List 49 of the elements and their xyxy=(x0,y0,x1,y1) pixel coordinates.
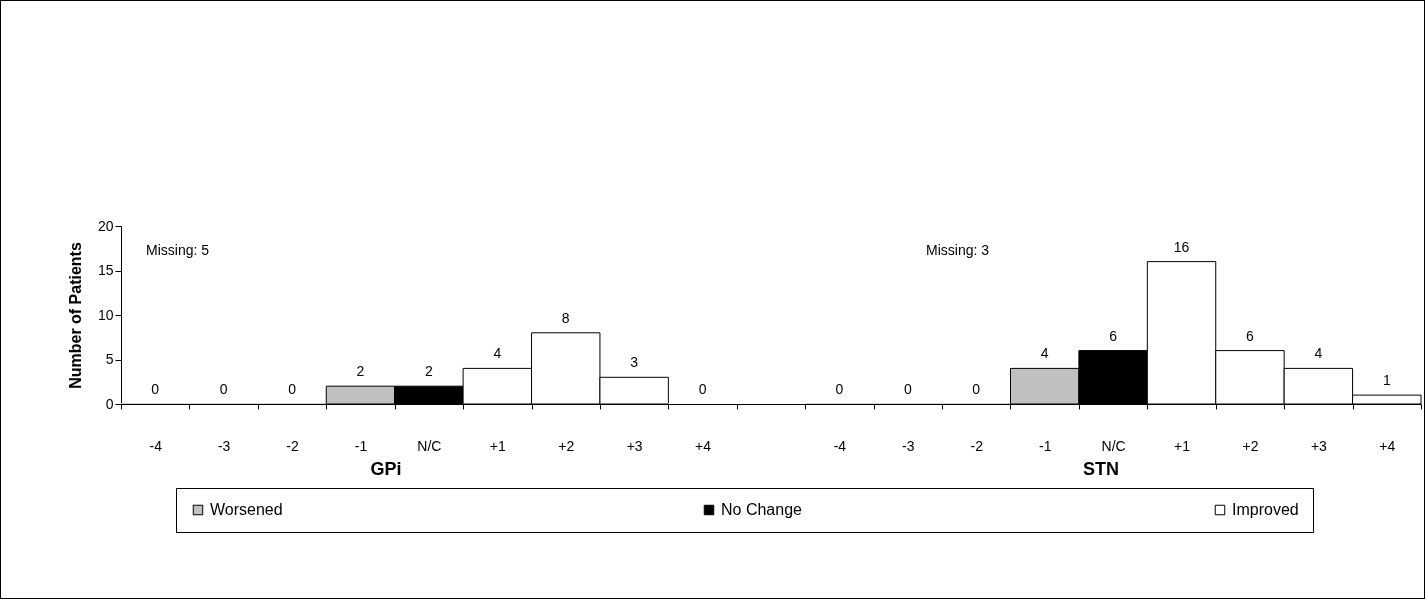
data-label: 0 xyxy=(972,381,981,397)
annotation: Missing: 3 xyxy=(926,242,990,258)
y-tick-label: 5 xyxy=(105,351,114,367)
legend-label: No Change xyxy=(721,501,803,518)
y-tick-label: 10 xyxy=(97,306,114,323)
data-label: 8 xyxy=(561,309,570,326)
text: GPi xyxy=(370,459,402,479)
data-label: 2 xyxy=(425,363,433,380)
data-label: 0 xyxy=(219,381,228,397)
x-tick-label: N/C xyxy=(417,437,442,454)
x-tick-label: +3 xyxy=(626,437,643,454)
text: STN xyxy=(1083,459,1119,479)
x-tick-label: +4 xyxy=(1379,437,1396,454)
y-tick-label: 20 xyxy=(97,217,114,234)
y-tick-label: 0 xyxy=(105,395,114,412)
x-tick-label: N/C xyxy=(1101,437,1126,454)
x-tick-label: +1 xyxy=(1174,437,1191,454)
data-label: 6 xyxy=(1109,327,1118,344)
data-label: 4 xyxy=(1040,345,1049,362)
data-label: 0 xyxy=(903,381,912,397)
data-label: 1 xyxy=(1382,372,1391,389)
data-label: 0 xyxy=(288,381,297,397)
x-tick-label: -3 xyxy=(217,437,231,454)
annotation: Missing: 5 xyxy=(146,242,210,258)
x-tick-label: -1 xyxy=(354,437,368,454)
x-tick-label: -4 xyxy=(149,437,163,454)
y-tick-label: 15 xyxy=(97,262,114,278)
x-tick-label: -2 xyxy=(286,437,299,454)
x-tick-label: -3 xyxy=(902,437,915,454)
data-label: 3 xyxy=(630,354,639,371)
data-label: 0 xyxy=(698,381,707,397)
data-label: 4 xyxy=(493,345,502,362)
x-tick-label: +3 xyxy=(1310,437,1328,454)
data-label: 2 xyxy=(356,363,365,380)
data-label: 0 xyxy=(835,381,844,397)
x-tick-label: +2 xyxy=(558,437,575,454)
x-tick-label: -2 xyxy=(970,437,984,454)
x-tick-label: +2 xyxy=(1242,437,1259,454)
x-tick-label: +1 xyxy=(489,437,507,454)
data-label: 6 xyxy=(1246,327,1255,344)
legend-label: Worsened xyxy=(210,501,283,518)
data-label: 4 xyxy=(1314,345,1323,362)
x-tick-label: -4 xyxy=(833,437,847,454)
legend-label: Improved xyxy=(1232,501,1299,518)
y-axis-title: Number of Patients xyxy=(66,242,84,389)
data-label: 16 xyxy=(1173,238,1190,255)
x-tick-label: -1 xyxy=(1038,437,1052,454)
data-label: 0 xyxy=(151,381,160,397)
x-tick-label: +4 xyxy=(695,437,712,454)
